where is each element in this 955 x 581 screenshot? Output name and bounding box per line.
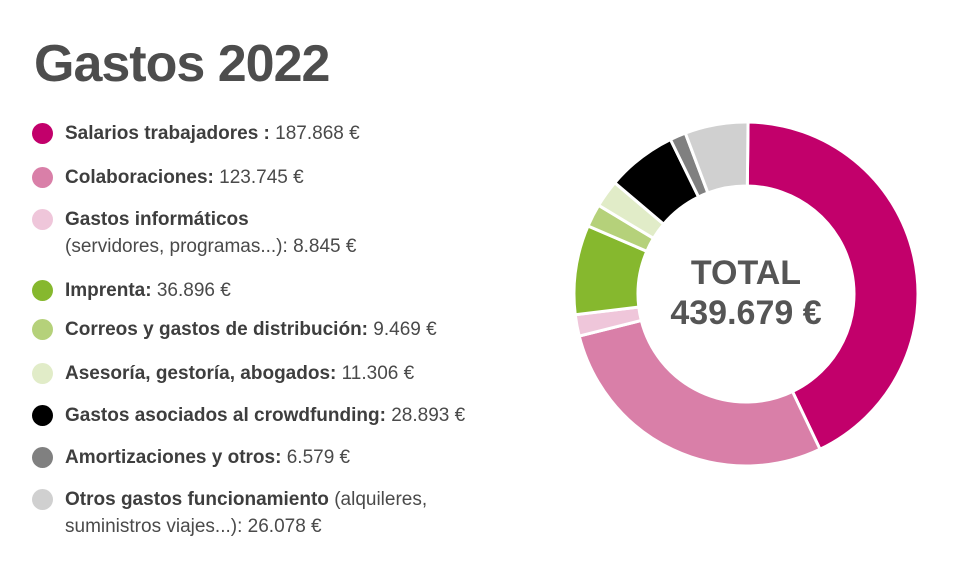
legend-item-asesoria: Asesoría, gestoría, abogados: 11.306 € [32,360,414,387]
legend-item-colaboraciones: Colaboraciones: 123.745 € [32,164,304,191]
total-label: TOTAL [691,254,801,292]
legend-item-crowdfunding: Gastos asociados al crowdfunding: 28.893… [32,402,465,429]
legend-text: Imprenta: 36.896 € [65,277,231,304]
legend-amount: 11.306 € [341,363,415,384]
legend-swatch [32,123,53,144]
legend-text: Otros gastos funcionamiento (alquileres,… [65,486,472,540]
legend-amount: 28.893 € [391,405,466,426]
legend-label: Asesoría, gestoría, abogados: [65,363,337,384]
legend-text: Amortizaciones y otros: 6.579 € [65,444,350,471]
legend-item-amortizaciones: Amortizaciones y otros: 6.579 € [32,444,350,471]
legend-swatch [32,447,53,468]
legend-text: Correos y gastos de distribución: 9.469 … [65,316,437,343]
legend-swatch [32,319,53,340]
legend-swatch [32,209,53,230]
legend-text: Asesoría, gestoría, abogados: 11.306 € [65,360,414,387]
legend-label: Colaboraciones: [65,167,214,188]
legend-label: Gastos asociados al crowdfunding: [65,405,386,426]
legend-amount: (alquileres, suministros viajes...): 26.… [65,489,428,537]
legend-label: Gastos informáticos [65,209,249,230]
legend-swatch [32,363,53,384]
legend-label: Imprenta: [65,280,152,301]
legend-text: Salarios trabajadores : 187.868 € [65,120,360,147]
legend-swatch [32,167,53,188]
donut-slices [572,120,920,468]
donut-chart: TOTAL 439.679 € [572,120,920,468]
legend-text: Gastos informáticos (servidores, program… [65,206,356,260]
legend-amount: 123.745 € [219,167,304,188]
legend-item-otros-gastos: Otros gastos funcionamiento (alquileres,… [32,486,472,540]
total-value: 439.679 € [670,294,821,332]
chart-title: Gastos 2022 [34,35,330,93]
legend-swatch [32,280,53,301]
legend-swatch [32,405,53,426]
legend-label: Amortizaciones y otros: [65,447,282,468]
legend-item-salarios: Salarios trabajadores : 187.868 € [32,120,360,147]
legend-amount: (servidores, programas...): 8.845 € [65,236,357,257]
legend-text: Colaboraciones: 123.745 € [65,164,304,191]
legend-text: Gastos asociados al crowdfunding: 28.893… [65,402,465,429]
legend-item-gastos-informaticos: Gastos informáticos (servidores, program… [32,206,356,260]
donut-slice-9 [683,120,750,195]
donut-slice-1 [745,120,920,452]
donut-slice-2 [577,318,823,468]
legend-label: Correos y gastos de distribución: [65,319,368,340]
legend-swatch [32,489,53,510]
legend-label: Salarios trabajadores : [65,123,270,144]
legend-amount: 6.579 € [286,447,351,468]
legend-item-correos: Correos y gastos de distribución: 9.469 … [32,316,437,343]
legend-label: Otros gastos funcionamiento [65,489,329,510]
legend-amount: 36.896 € [156,280,231,301]
legend-item-imprenta: Imprenta: 36.896 € [32,277,231,304]
legend-amount: 187.868 € [275,123,360,144]
legend-amount: 9.469 € [373,319,437,340]
